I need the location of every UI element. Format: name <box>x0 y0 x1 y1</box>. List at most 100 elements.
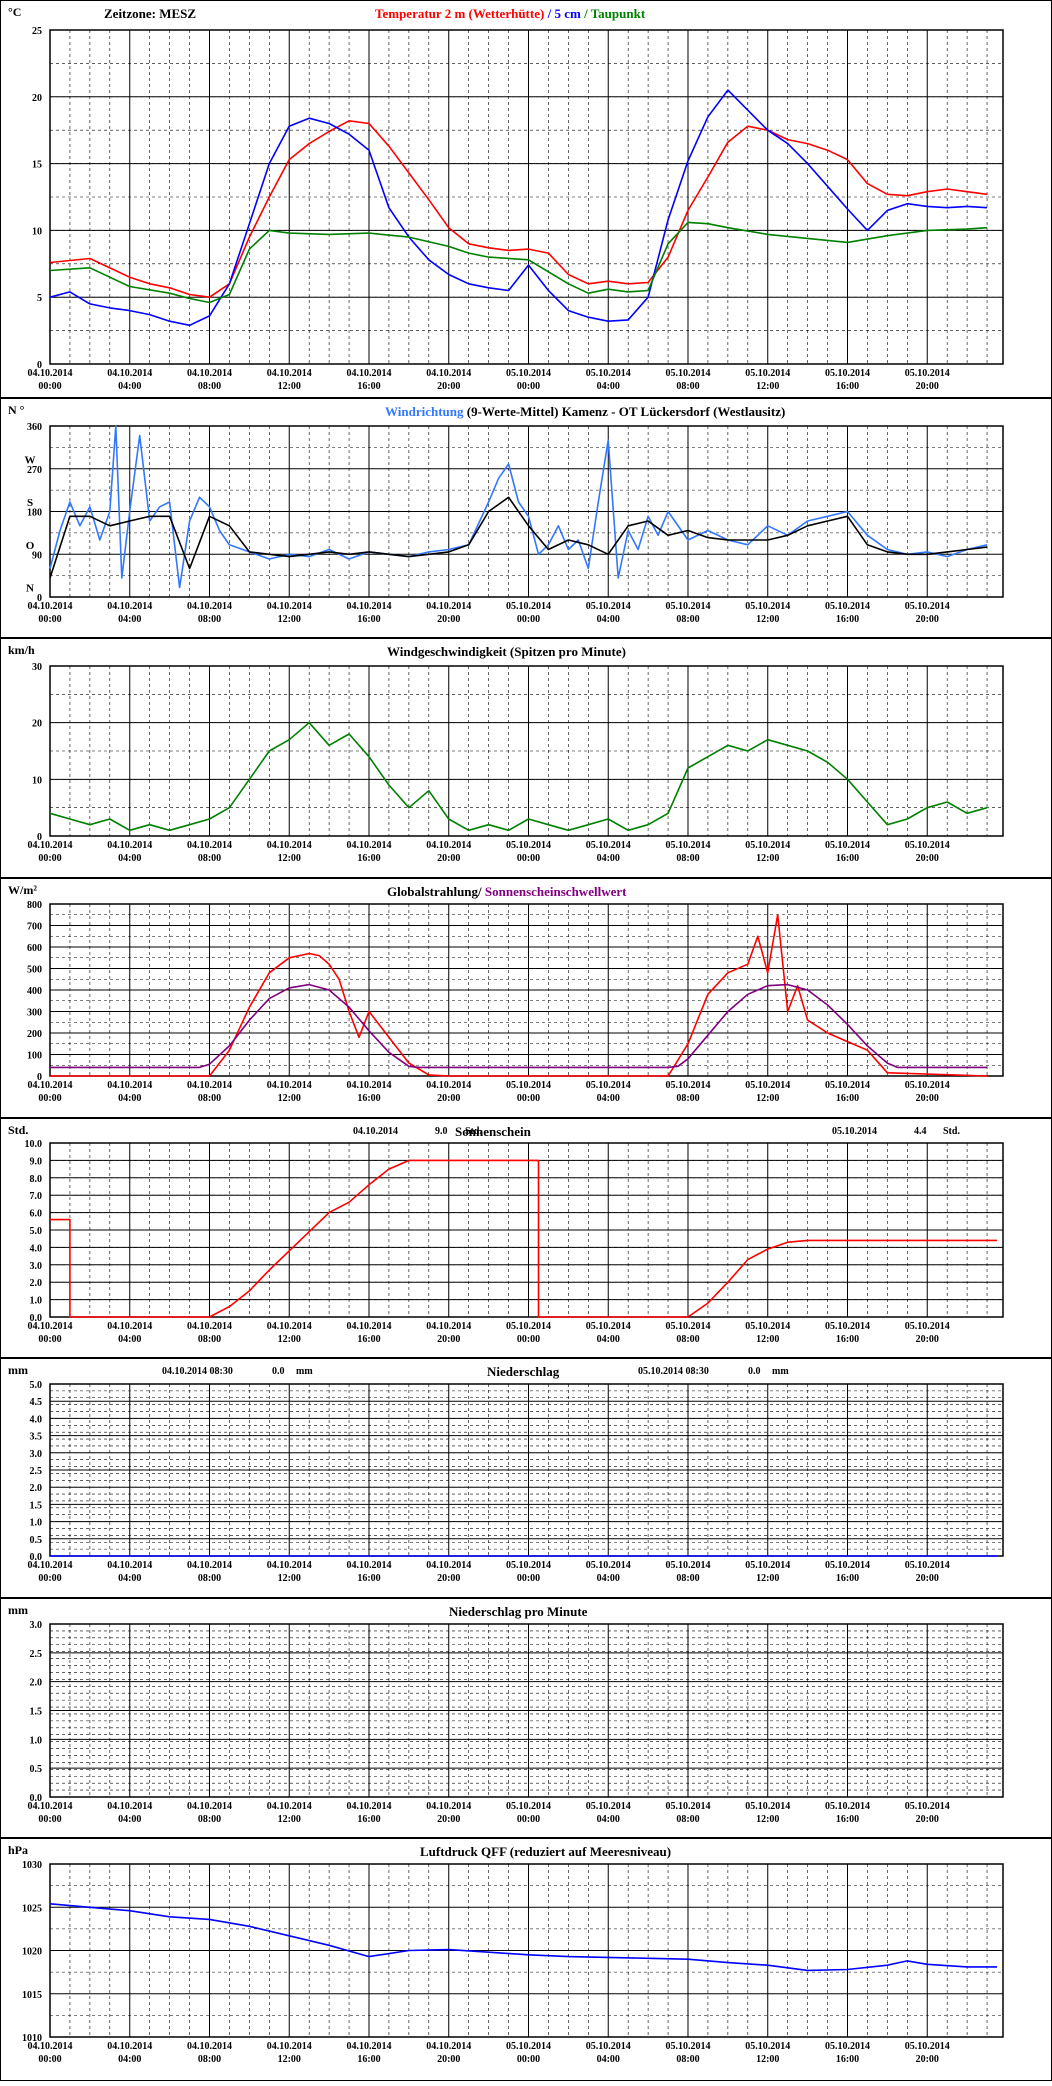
x-tick-date: 05.10.2014 <box>825 1321 870 1332</box>
x-tick-date: 05.10.2014 <box>506 368 551 379</box>
x-tick-date: 04.10.2014 <box>107 368 152 379</box>
x-tick-time: 00:00 <box>38 1814 61 1825</box>
unit-label: mm <box>8 1603 28 1617</box>
y-tick-label: 180 <box>27 508 42 519</box>
x-tick-date: 05.10.2014 <box>745 1080 790 1091</box>
y-tick-label: 0.0 <box>30 1552 43 1563</box>
x-tick-time: 16:00 <box>836 1093 859 1104</box>
series-windrichtung <box>49 425 988 589</box>
x-tick-time: 04:00 <box>597 614 620 625</box>
x-tick-time: 00:00 <box>38 1573 61 1584</box>
x-tick-time: 20:00 <box>916 1573 939 1584</box>
x-tick-date: 05.10.2014 <box>825 1080 870 1091</box>
x-tick-date: 04.10.2014 <box>107 1560 152 1571</box>
x-tick-time: 00:00 <box>517 381 540 392</box>
x-tick-time: 12:00 <box>278 381 301 392</box>
x-tick-date: 04.10.2014 <box>267 601 312 612</box>
x-tick-date: 04.10.2014 <box>346 368 391 379</box>
y-tick-label: 90 <box>32 550 42 561</box>
y-tick-label: 4.0 <box>30 1243 43 1254</box>
x-tick-time: 20:00 <box>916 1814 939 1825</box>
y-tick-label: 0.0 <box>30 1793 43 1804</box>
series-taupunkt <box>49 221 988 304</box>
x-tick-date: 04.10.2014 <box>187 1801 232 1812</box>
x-tick-time: 20:00 <box>916 614 939 625</box>
x-tick-time: 00:00 <box>517 2054 540 2065</box>
x-tick-time: 16:00 <box>836 853 859 864</box>
summary-unit: mm <box>296 1366 313 1377</box>
y-tick-label: 1020 <box>22 1947 42 1958</box>
y-tick-label: 2.0 <box>30 1278 43 1289</box>
unit-label: °C <box>8 5 21 19</box>
x-tick-time: 16:00 <box>836 1334 859 1345</box>
y-tick-label: 0 <box>37 360 42 371</box>
y-tick-label: 0.5 <box>30 1535 43 1546</box>
x-tick-time: 08:00 <box>676 614 699 625</box>
x-tick-time: 12:00 <box>278 853 301 864</box>
x-tick-date: 05.10.2014 <box>825 368 870 379</box>
x-tick-time: 04:00 <box>597 2054 620 2065</box>
x-tick-time: 00:00 <box>38 853 61 864</box>
chart-pressure: 1010 1015 1020 1025 1030 hPa Luftdruck QFF (re… <box>0 1837 1052 2065</box>
y-tick-label: 400 <box>27 986 42 997</box>
y-tick-label: 10.0 <box>25 1139 43 1150</box>
y-tick-label: 3.5 <box>30 1432 43 1443</box>
x-tick-date: 05.10.2014 <box>745 840 790 851</box>
chart-title: Niederschlag pro Minute <box>449 1604 588 1619</box>
x-tick-date: 04.10.2014 <box>426 601 471 612</box>
x-tick-time: 12:00 <box>756 1334 779 1345</box>
y-tick-label: 0 <box>37 832 42 843</box>
x-tick-time: 16:00 <box>836 614 859 625</box>
chart-title-part: 5 cm <box>554 6 581 21</box>
compass-label: S <box>27 497 33 509</box>
x-tick-date: 04.10.2014 <box>346 1080 391 1091</box>
chart-title-part: Sonnenschein <box>455 1124 532 1139</box>
x-tick-date: 05.10.2014 <box>506 1080 551 1091</box>
x-tick-time: 12:00 <box>756 1814 779 1825</box>
x-tick-date: 05.10.2014 <box>825 1560 870 1571</box>
y-tick-label: 200 <box>27 1029 42 1040</box>
unit-label: km/h <box>8 643 35 657</box>
y-tick-label: 10 <box>32 775 42 786</box>
chart-winddir: 0 90 180 270 360 W S O N N ° Windrichtung (9-Werte… <box>0 397 1052 625</box>
x-tick-time: 04:00 <box>597 853 620 864</box>
x-tick-date: 04.10.2014 <box>267 368 312 379</box>
y-tick-label: 9.0 <box>30 1156 43 1167</box>
x-tick-date: 05.10.2014 <box>825 840 870 851</box>
x-tick-date: 05.10.2014 <box>506 840 551 851</box>
chart-title-part: Luftdruck QFF (reduziert auf Meeresnivea… <box>420 1844 671 1859</box>
x-tick-date: 05.10.2014 <box>745 1801 790 1812</box>
x-tick-date: 05.10.2014 <box>506 601 551 612</box>
x-tick-date: 04.10.2014 <box>346 601 391 612</box>
chart-title-part: Windrichtung <box>385 404 464 419</box>
plot-frame <box>49 1142 1004 1318</box>
x-tick-time: 12:00 <box>278 1814 301 1825</box>
x-tick-time: 04:00 <box>597 381 620 392</box>
x-tick-time: 00:00 <box>517 1093 540 1104</box>
x-tick-date: 04.10.2014 <box>187 840 232 851</box>
y-tick-label: 0.5 <box>30 1764 43 1775</box>
x-tick-time: 20:00 <box>437 1334 460 1345</box>
x-tick-time: 08:00 <box>676 853 699 864</box>
x-tick-date: 05.10.2014 <box>506 1801 551 1812</box>
y-tick-label: 3.0 <box>30 1620 43 1631</box>
chart-title-part: / <box>544 6 554 21</box>
x-tick-time: 08:00 <box>198 614 221 625</box>
x-tick-date: 04.10.2014 <box>346 2041 391 2052</box>
unit-label: N ° <box>8 403 25 417</box>
x-tick-time: 20:00 <box>437 614 460 625</box>
y-tick-label: 5 <box>37 293 42 304</box>
y-tick-label: 800 <box>27 900 42 911</box>
x-tick-date: 04.10.2014 <box>267 840 312 851</box>
x-tick-date: 04.10.2014 <box>267 1560 312 1571</box>
plot-frame <box>49 665 1004 837</box>
x-tick-time: 04:00 <box>597 1814 620 1825</box>
x-tick-date: 04.10.2014 <box>187 1321 232 1332</box>
y-tick-label: 270 <box>27 465 42 476</box>
y-tick-label: 5.0 <box>30 1226 43 1237</box>
x-tick-date: 04.10.2014 <box>267 1080 312 1091</box>
timezone-label: Zeitzone: MESZ <box>104 6 196 21</box>
x-tick-time: 16:00 <box>357 381 380 392</box>
x-tick-time: 20:00 <box>437 2054 460 2065</box>
